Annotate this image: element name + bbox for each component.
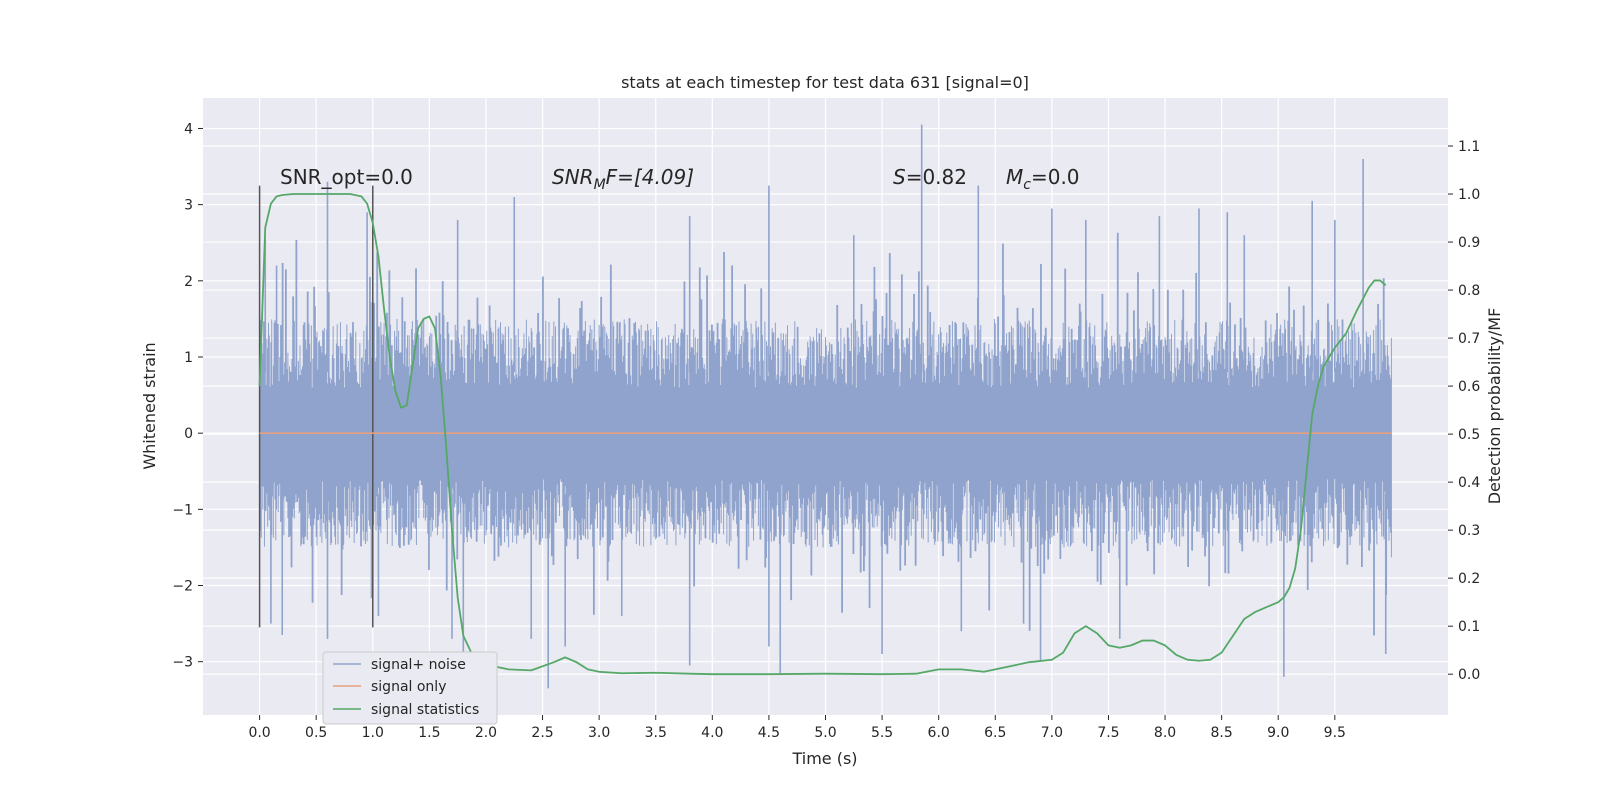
- line-series-layer: [258, 193, 1392, 676]
- vertical-marker-layer: [258, 185, 374, 628]
- y2-tick-label: 0.2: [1458, 571, 1480, 587]
- y-tick-label: −1: [172, 502, 193, 518]
- x-tick-label: 8.0: [1154, 725, 1176, 741]
- x-tick-label: 4.0: [701, 725, 723, 741]
- y-tick-label: −3: [172, 655, 193, 671]
- x-axis-label: Time (s): [791, 749, 857, 768]
- annotation-mc: Mc=0.0: [1006, 165, 1080, 193]
- x-tick-label: 2.0: [475, 725, 497, 741]
- x-tick-label: 7.0: [1041, 725, 1063, 741]
- x-tick-label: 2.5: [531, 725, 553, 741]
- mc-symbol: M: [1006, 165, 1023, 189]
- s-symbol: S: [893, 165, 906, 189]
- y2-tick-label: 0.7: [1458, 331, 1480, 347]
- y-tick-label: 1: [184, 350, 193, 366]
- legend: signal+ noise signal only signal statist…: [322, 651, 498, 725]
- s-value: =0.82: [906, 165, 967, 189]
- annotation-s: S=0.82: [893, 165, 967, 189]
- signal-statistics-line: [258, 193, 1387, 676]
- legend-box: [322, 651, 498, 725]
- y2-tick-label: 0.8: [1458, 283, 1480, 299]
- x-tick-label: 0.5: [305, 725, 327, 741]
- x-tick-label: 3.5: [645, 725, 667, 741]
- y2-tick-label: 1.1: [1458, 139, 1480, 155]
- y-tick-label: 0: [184, 426, 193, 442]
- annotation-snr-opt: SNR_opt=0.0: [280, 165, 413, 189]
- snr-mf-prefix: SNR: [552, 165, 594, 189]
- y-axis-label: Whitened strain: [140, 342, 159, 469]
- y2-tick-label: 1.0: [1458, 187, 1480, 203]
- snr-mf-suffix: F=[4.09]: [606, 165, 694, 189]
- legend-label-noise: signal+ noise: [371, 657, 466, 673]
- snr-mf-sub: M: [594, 177, 606, 193]
- x-tick-label: 1.0: [362, 725, 384, 741]
- x-tick-label: 5.0: [814, 725, 836, 741]
- y-tick-label: 3: [184, 198, 193, 214]
- y2-tick-label: 0.5: [1458, 427, 1480, 443]
- mc-value: =0.0: [1031, 165, 1080, 189]
- x-tick-label: 9.5: [1324, 725, 1346, 741]
- y2-tick-label: 0.9: [1458, 235, 1480, 251]
- y2-tick-label: 0.6: [1458, 379, 1480, 395]
- y2-tick-label: 0.4: [1458, 475, 1480, 491]
- legend-label-signal: signal only: [371, 679, 446, 695]
- x-tick-label: 4.5: [758, 725, 780, 741]
- noise-series-layer: [259, 124, 1392, 689]
- y2-tick-label: 0.3: [1458, 523, 1480, 539]
- y-tick-label: 4: [184, 121, 193, 137]
- x-tick-label: 3.0: [588, 725, 610, 741]
- x-tick-label: 5.5: [871, 725, 893, 741]
- tick-layer: 0.0 0.5 1.0 1.5 2.0 2.5 3.0 3.5 4.0 4.5 5.0 5.5 6.0 6…: [172, 121, 1480, 741]
- chart-title: stats at each timestep for test data 631…: [621, 73, 1029, 92]
- x-tick-label: 6.5: [984, 725, 1006, 741]
- x-tick-label: 9.0: [1267, 725, 1289, 741]
- legend-label-statistics: signal statistics: [371, 702, 479, 718]
- x-tick-label: 0.0: [248, 725, 270, 741]
- y2-tick-label: 0.0: [1458, 667, 1480, 683]
- annotation-snr-mf: SNRMF=[4.09]: [552, 165, 694, 193]
- y-tick-label: 2: [184, 274, 193, 290]
- x-tick-label: 7.5: [1097, 725, 1119, 741]
- y2-axis-label: Detection probability/MF: [1485, 308, 1504, 505]
- y-tick-label: −2: [172, 579, 193, 595]
- y2-tick-label: 0.1: [1458, 619, 1480, 635]
- mc-sub: c: [1023, 177, 1031, 193]
- x-tick-label: 6.0: [928, 725, 950, 741]
- x-tick-label: 8.5: [1211, 725, 1233, 741]
- x-tick-label: 1.5: [418, 725, 440, 741]
